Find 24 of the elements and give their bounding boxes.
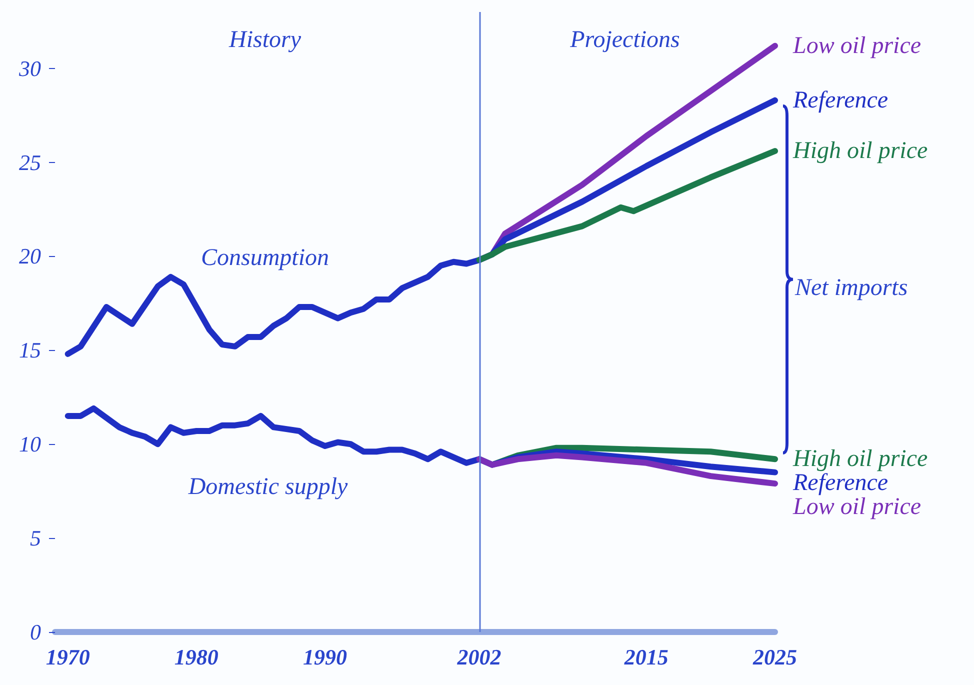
text: Net imports [794,275,908,301]
annotation: History [228,27,302,53]
x-tick-label: 1990 [303,644,347,670]
annotation: Consumption [200,245,330,271]
annotation: Domestic supply [187,474,348,500]
x-tick-label: 2015 [623,644,668,670]
y-tick-label: 5 [30,526,41,551]
series-label: Low oil price [792,494,922,520]
series-label: Reference [792,470,888,496]
x-tick-label: 1980 [174,644,218,670]
series-label: High oil price [792,138,928,164]
y-tick-label: 30 [18,56,41,81]
y-tick-label: 10 [19,432,41,457]
x-tick-label: 2002 [456,644,502,670]
x-tick-label: 2025 [752,644,797,670]
series-label: High oil price [792,446,928,472]
annotation: Projections [569,27,680,53]
y-tick-label: 20 [19,244,41,269]
y-tick-label: 15 [19,338,41,363]
series-label: Low oil price [792,32,922,59]
y-tick-label: 0 [30,620,41,644]
series-label: Reference [792,87,888,114]
y-tick-label: 25 [19,150,41,175]
x-tick-label: 1970 [46,644,90,670]
